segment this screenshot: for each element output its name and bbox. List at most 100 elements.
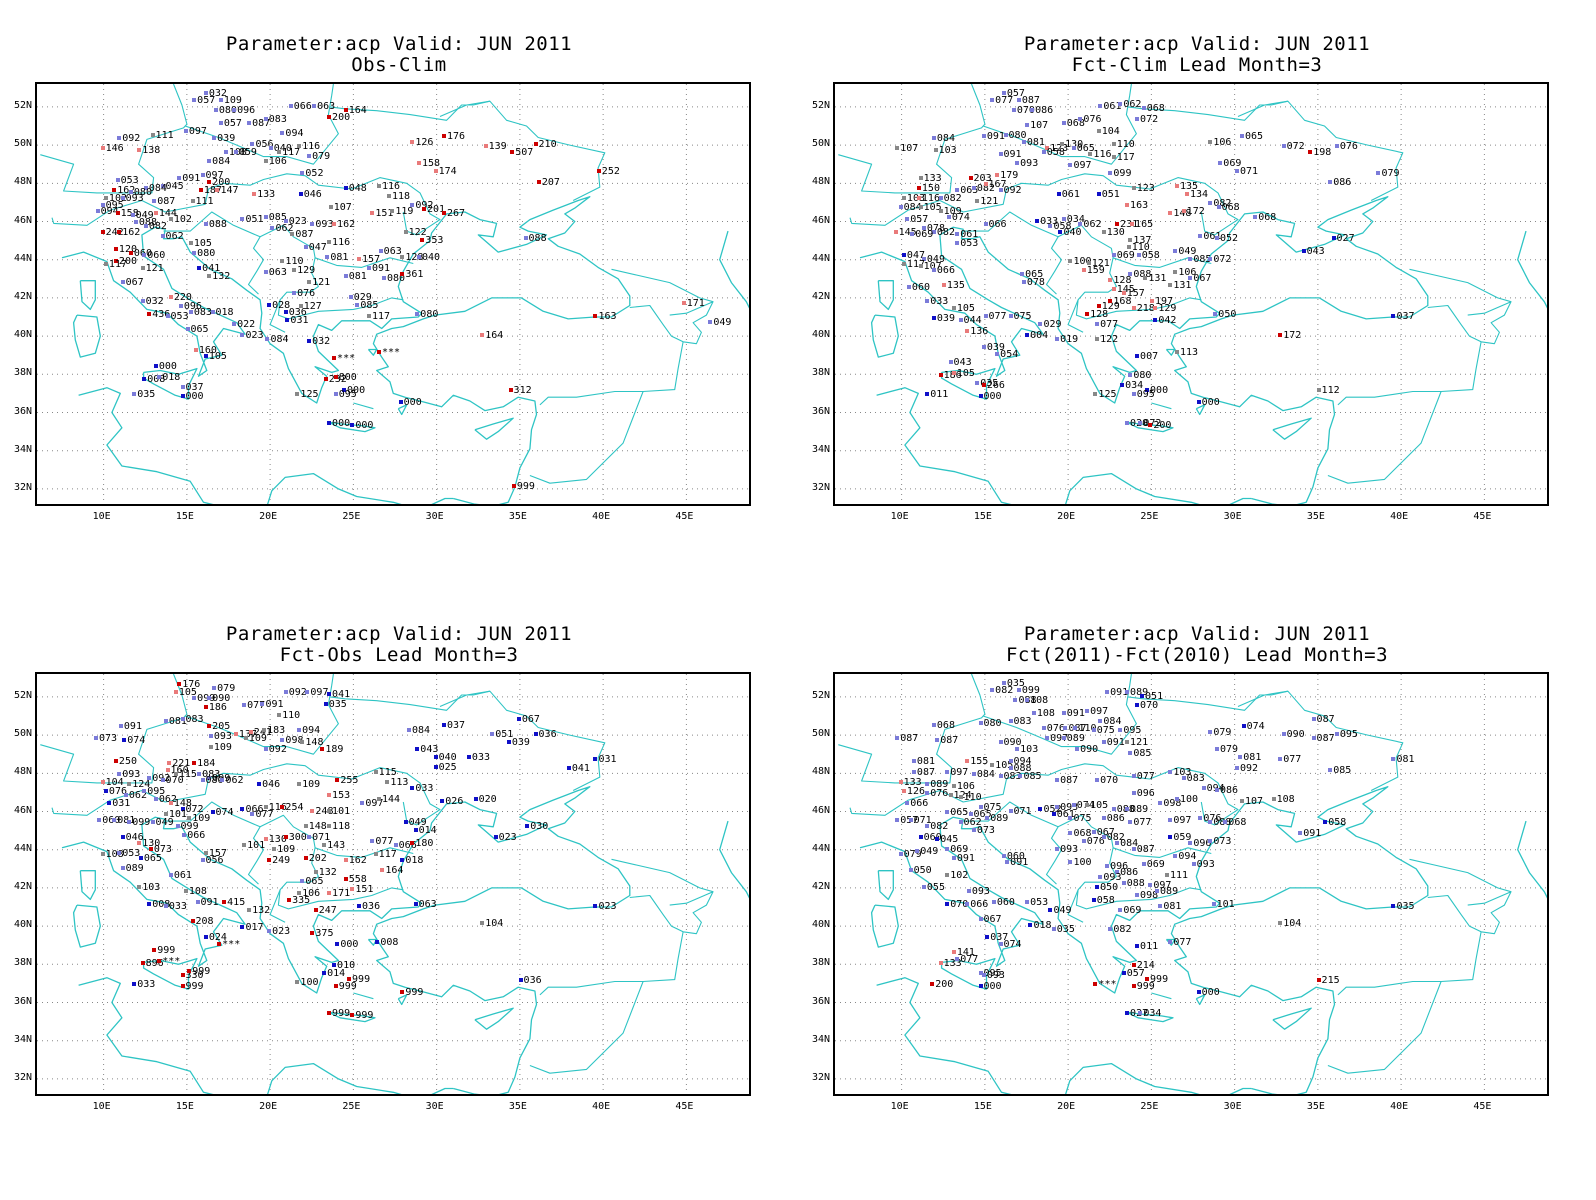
station-marker: 027 (1331, 232, 1355, 244)
station-marker: 093 (1098, 873, 1121, 883)
station-square (1093, 392, 1098, 397)
station-square (232, 321, 237, 326)
station-value: 019 (1060, 333, 1079, 345)
country-border (539, 931, 684, 996)
station-marker: 069 (1118, 905, 1141, 916)
station-square (998, 151, 1003, 156)
station-square (1211, 902, 1216, 907)
station-marker: 080 (382, 273, 405, 284)
station-value: 162 (337, 219, 356, 231)
station-square (508, 388, 513, 393)
station-square (1038, 321, 1043, 326)
station-square (410, 203, 415, 208)
station-square (240, 925, 245, 930)
station-value: 071 (1239, 165, 1259, 177)
station-marker: 200 (327, 113, 350, 123)
station-value: 089 (930, 778, 949, 790)
station-marker: *** (1093, 980, 1116, 990)
station-value: 200 (1153, 419, 1172, 431)
station-value: 074 (215, 807, 234, 819)
station-square (400, 989, 405, 994)
station-value: 027 (1336, 232, 1355, 244)
station-value: 066 (910, 797, 929, 809)
station-marker: 130 (1060, 140, 1083, 150)
station-marker: 800 (333, 373, 357, 383)
station-marker: 162 (343, 856, 367, 866)
station-marker: 049 (1048, 905, 1072, 916)
lon-tick-label: 15E (175, 511, 194, 522)
station-square (257, 781, 262, 786)
station-square (1081, 839, 1086, 844)
station-marker: 066 (965, 900, 988, 910)
station-marker: 109 (208, 743, 232, 753)
lon-tick-label: 30E (425, 511, 444, 522)
country-border (163, 801, 265, 885)
station-marker: 090 (1281, 730, 1305, 740)
station-square (398, 399, 403, 404)
station-square (127, 819, 132, 824)
station-marker: 089 (1125, 804, 1148, 815)
station-square (117, 136, 122, 141)
station-square (1111, 142, 1116, 147)
station-marker: 057 (1001, 88, 1025, 99)
panel-title-line2: Fct-Clim Lead Month=3 (1071, 54, 1323, 76)
station-square (157, 375, 162, 380)
station-square (1281, 732, 1286, 737)
lat-tick-label: 34N (13, 1033, 32, 1045)
station-square (152, 199, 157, 204)
station-marker: 122 (1095, 334, 1118, 345)
station-value: 046 (262, 778, 281, 790)
station-value: 093 (315, 219, 334, 231)
station-value: 066 (245, 803, 264, 815)
station-value: 095 (1339, 729, 1358, 741)
lat-tick-label: 52N (13, 689, 32, 701)
station-square (232, 107, 237, 112)
station-square (377, 350, 381, 355)
station-square (267, 928, 272, 933)
station-marker: 073 (1208, 837, 1231, 847)
station-square (533, 142, 538, 147)
station-marker: 032 (203, 88, 227, 99)
station-value: 049 (135, 209, 154, 221)
station-value: 058 (1141, 249, 1160, 261)
station-square (350, 1012, 355, 1017)
station-square (1308, 149, 1313, 154)
station-square (998, 187, 1003, 192)
station-value: 148 (1173, 207, 1192, 219)
station-marker: 123 (1131, 184, 1155, 194)
station-square (117, 850, 122, 855)
station-square (323, 377, 328, 382)
station-value: 097 (205, 169, 224, 181)
station-square (1115, 840, 1120, 845)
station-square (1045, 735, 1050, 740)
station-value: 077 (375, 836, 394, 848)
station-marker: 108 (100, 849, 124, 861)
station-square (998, 774, 1003, 779)
station-square (1271, 797, 1276, 802)
station-value: 126 (415, 137, 434, 149)
station-value: 061 (1056, 809, 1075, 821)
lon-tick-label: 25E (1140, 1101, 1159, 1112)
station-value: 096 (1136, 788, 1155, 800)
station-marker: 061 (1056, 189, 1080, 200)
coastline (1272, 417, 1312, 440)
station-value: 018 (1033, 920, 1052, 932)
station-square (1015, 747, 1020, 752)
station-value: *** (382, 347, 401, 359)
country-border (849, 763, 1239, 826)
station-square (327, 793, 332, 798)
station-marker: 116 (916, 193, 940, 204)
station-value: 065 (143, 853, 162, 865)
station-marker: 312 (508, 386, 532, 396)
station-value: 117 (1116, 152, 1135, 164)
station-value: 049 (155, 816, 174, 828)
station-square (938, 373, 943, 378)
station-value: 147 (220, 184, 239, 196)
lat-tick-label: 40N (13, 919, 32, 931)
station-value: 103 (907, 193, 925, 204)
station-value: 144 (158, 207, 177, 219)
station-value: 176 (182, 679, 201, 691)
country-border (314, 847, 414, 858)
station-value: 108 (105, 849, 124, 861)
station-value: 089 (1130, 687, 1149, 699)
